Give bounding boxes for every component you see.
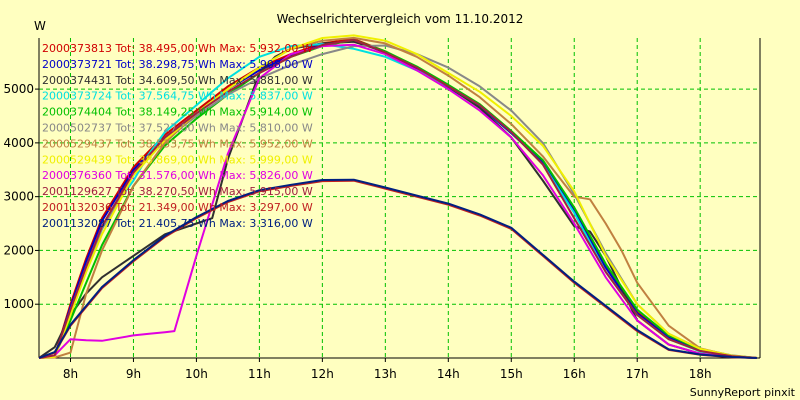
- y-axis-label: W: [34, 19, 46, 33]
- legend-entry: 2000529439 Tot: 38.869,00 Wh Max: 5.999,…: [42, 153, 313, 166]
- legend-entry: 2000374431 Tot: 34.609,50 Wh Max: 5.881,…: [42, 74, 313, 87]
- series-group: [38, 34, 758, 359]
- series-line: [38, 34, 757, 359]
- x-tick-label: 14h: [437, 367, 460, 381]
- x-tick-label: 15h: [500, 367, 523, 381]
- x-tick-label: 16h: [563, 367, 586, 381]
- series-line: [38, 43, 757, 359]
- legend-entry: 2000373813 Tot: 38.495,00 Wh Max: 5.932,…: [42, 42, 313, 55]
- x-tick-label: 12h: [311, 367, 334, 381]
- y-tick-label: 2000: [3, 243, 34, 257]
- y-tick-label: 4000: [3, 136, 34, 150]
- legend: 2000373813 Tot: 38.495,00 Wh Max: 5.932,…: [42, 42, 313, 230]
- legend-entry: 2001132087 Tot: 21.405,75 Wh Max: 3.316,…: [42, 217, 313, 230]
- y-tick-label: 1000: [3, 297, 34, 311]
- x-tick-label: 11h: [248, 367, 271, 381]
- series-line: [38, 178, 757, 359]
- x-tick-label: 17h: [626, 367, 649, 381]
- legend-entry: 2000373724 Tot: 37.564,75 Wh Max: 5.837,…: [42, 90, 313, 103]
- x-tick-label: 10h: [185, 367, 208, 381]
- y-tick-label: 5000: [3, 82, 34, 96]
- chart-title: Wechselrichtervergleich vom 11.10.2012: [277, 12, 524, 26]
- tick-labels: 8h 9h 10h 11h 12h 13h 14h 15h 16h 17h 18h100020003…: [3, 82, 711, 381]
- legend-entry: 2000376360 Tot: 31.576,00 Wh Max: 5.826,…: [42, 169, 313, 182]
- legend-entry: 2001132036 Tot: 21.349,00 Wh Max: 3.297,…: [42, 201, 313, 214]
- x-tick-label: 9h: [126, 367, 141, 381]
- legend-entry: 2001129627 Tot: 38.270,50 Wh Max: 5.915,…: [42, 185, 313, 198]
- series-line: [38, 38, 757, 359]
- y-tick-label: 3000: [3, 190, 34, 204]
- series-line: [38, 36, 757, 359]
- legend-entry: 2000374404 Tot: 38.149,25 Wh Max: 5.914,…: [42, 106, 313, 119]
- x-tick-label: 13h: [374, 367, 397, 381]
- x-tick-label: 18h: [689, 367, 712, 381]
- legend-entry: 2000373721 Tot: 38.298,75 Wh Max: 5.908,…: [42, 58, 313, 71]
- footer-credit: SunnyReport pinxit: [690, 386, 796, 399]
- legend-entry: 2000529437 Tot: 38.533,75 Wh Max: 5.952,…: [42, 137, 313, 150]
- legend-entry: 2000502737 Tot: 37.527,00 Wh Max: 5.810,…: [42, 122, 313, 135]
- x-tick-label: 8h: [63, 367, 78, 381]
